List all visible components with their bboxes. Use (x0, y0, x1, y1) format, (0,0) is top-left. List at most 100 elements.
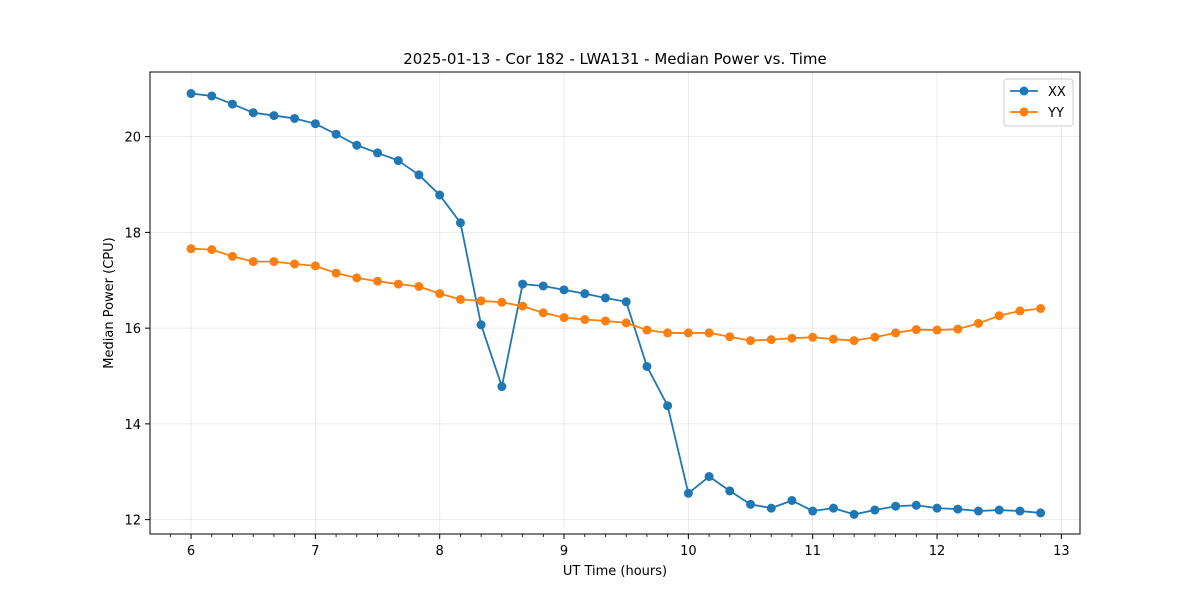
data-point-xx (518, 279, 528, 289)
data-point-yy (891, 328, 901, 338)
data-point-xx (994, 505, 1004, 515)
data-point-xx (808, 506, 818, 516)
data-point-xx (704, 472, 714, 482)
x-tick-label: 6 (187, 544, 195, 559)
data-point-yy (455, 294, 465, 304)
x-tick-label: 12 (929, 544, 946, 559)
y-tick-label: 14 (124, 418, 141, 433)
data-point-yy (725, 332, 735, 342)
data-point-xx (663, 401, 673, 411)
data-point-yy (704, 328, 714, 338)
data-point-yy (1036, 304, 1046, 314)
data-point-yy (248, 257, 258, 267)
data-point-yy (642, 325, 652, 335)
data-point-xx (621, 297, 631, 307)
data-point-xx (600, 293, 610, 303)
data-point-yy (746, 336, 756, 346)
data-point-yy (186, 244, 196, 254)
x-tick-label: 9 (560, 544, 568, 559)
data-point-yy (414, 281, 424, 291)
data-point-yy (828, 334, 838, 344)
series-yy (186, 244, 1046, 346)
data-point-xx (476, 320, 486, 330)
data-point-xx (435, 190, 445, 200)
data-point-xx (227, 99, 237, 109)
data-point-xx (973, 506, 983, 516)
grid (150, 72, 1080, 534)
data-point-yy (518, 301, 528, 311)
data-point-xx (787, 495, 797, 505)
data-point-xx (559, 285, 569, 295)
data-point-xx (331, 129, 341, 139)
data-point-xx (953, 504, 963, 514)
data-point-xx (849, 509, 859, 519)
data-point-yy (870, 332, 880, 342)
x-tick-label: 8 (436, 544, 444, 559)
data-point-yy (435, 289, 445, 299)
data-point-xx (642, 361, 652, 371)
data-point-xx (207, 91, 217, 101)
data-point-xx (725, 486, 735, 496)
data-point-xx (186, 89, 196, 99)
legend-label-yy: YY (1047, 106, 1064, 121)
data-point-yy (911, 325, 921, 335)
legend-marker-xx (1019, 86, 1029, 96)
series-xx (186, 89, 1046, 519)
data-point-yy (373, 276, 383, 286)
data-point-xx (269, 111, 279, 121)
data-point-yy (310, 261, 320, 271)
legend-label-xx: XX (1048, 85, 1066, 100)
data-point-yy (621, 318, 631, 328)
data-point-yy (227, 251, 237, 261)
data-point-yy (352, 273, 362, 283)
data-point-yy (331, 268, 341, 278)
axis-ticks: 6 7 8 9 10 11 12 13 12 14 16 18 20 (124, 131, 1069, 559)
data-point-yy (932, 325, 942, 335)
data-point-yy (538, 308, 548, 318)
data-point-xx (455, 218, 465, 228)
data-point-yy (290, 259, 300, 269)
plot-frame (149, 71, 1081, 535)
data-point-xx (746, 499, 756, 509)
data-point-yy (953, 324, 963, 334)
data-point-yy (766, 335, 776, 345)
data-point-yy (808, 332, 818, 342)
legend: XX YY (1003, 78, 1074, 127)
series-layer (186, 89, 1046, 519)
data-point-yy (994, 311, 1004, 321)
data-point-yy (849, 336, 859, 346)
data-point-yy (559, 313, 569, 323)
data-point-xx (393, 156, 403, 166)
x-axis-label: UT Time (hours) (563, 564, 667, 579)
data-point-xx (580, 289, 590, 299)
data-point-xx (352, 140, 362, 150)
data-point-xx (1015, 506, 1025, 516)
data-point-yy (787, 333, 797, 343)
data-point-xx (932, 503, 942, 513)
data-point-yy (207, 245, 217, 255)
data-point-xx (870, 505, 880, 515)
data-point-yy (476, 296, 486, 306)
data-point-yy (580, 315, 590, 325)
data-point-xx (310, 119, 320, 129)
data-point-yy (663, 328, 673, 338)
data-point-xx (538, 281, 548, 291)
y-tick-label: 16 (124, 322, 141, 337)
data-point-xx (891, 501, 901, 511)
data-point-xx (248, 108, 258, 118)
data-point-xx (497, 382, 507, 392)
data-point-xx (911, 500, 921, 510)
data-point-yy (973, 318, 983, 328)
x-tick-label: 7 (311, 544, 319, 559)
legend-marker-yy (1019, 107, 1029, 117)
y-tick-label: 12 (124, 514, 141, 529)
chart-title: 2025-01-13 - Cor 182 - LWA131 - Median P… (403, 50, 827, 68)
y-tick-label: 20 (124, 131, 141, 146)
data-point-xx (828, 503, 838, 513)
x-tick-label: 11 (804, 544, 821, 559)
data-point-yy (600, 316, 610, 326)
data-point-xx (290, 113, 300, 123)
data-point-xx (683, 488, 693, 498)
